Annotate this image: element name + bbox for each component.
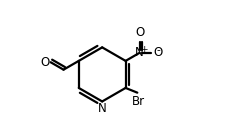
Text: O: O: [153, 46, 162, 59]
Text: -: -: [156, 45, 160, 55]
Text: +: +: [140, 45, 147, 54]
Text: N: N: [97, 102, 106, 115]
Text: Br: Br: [131, 95, 144, 108]
Text: N: N: [135, 46, 143, 59]
Text: O: O: [134, 26, 144, 39]
Text: O: O: [40, 56, 50, 69]
